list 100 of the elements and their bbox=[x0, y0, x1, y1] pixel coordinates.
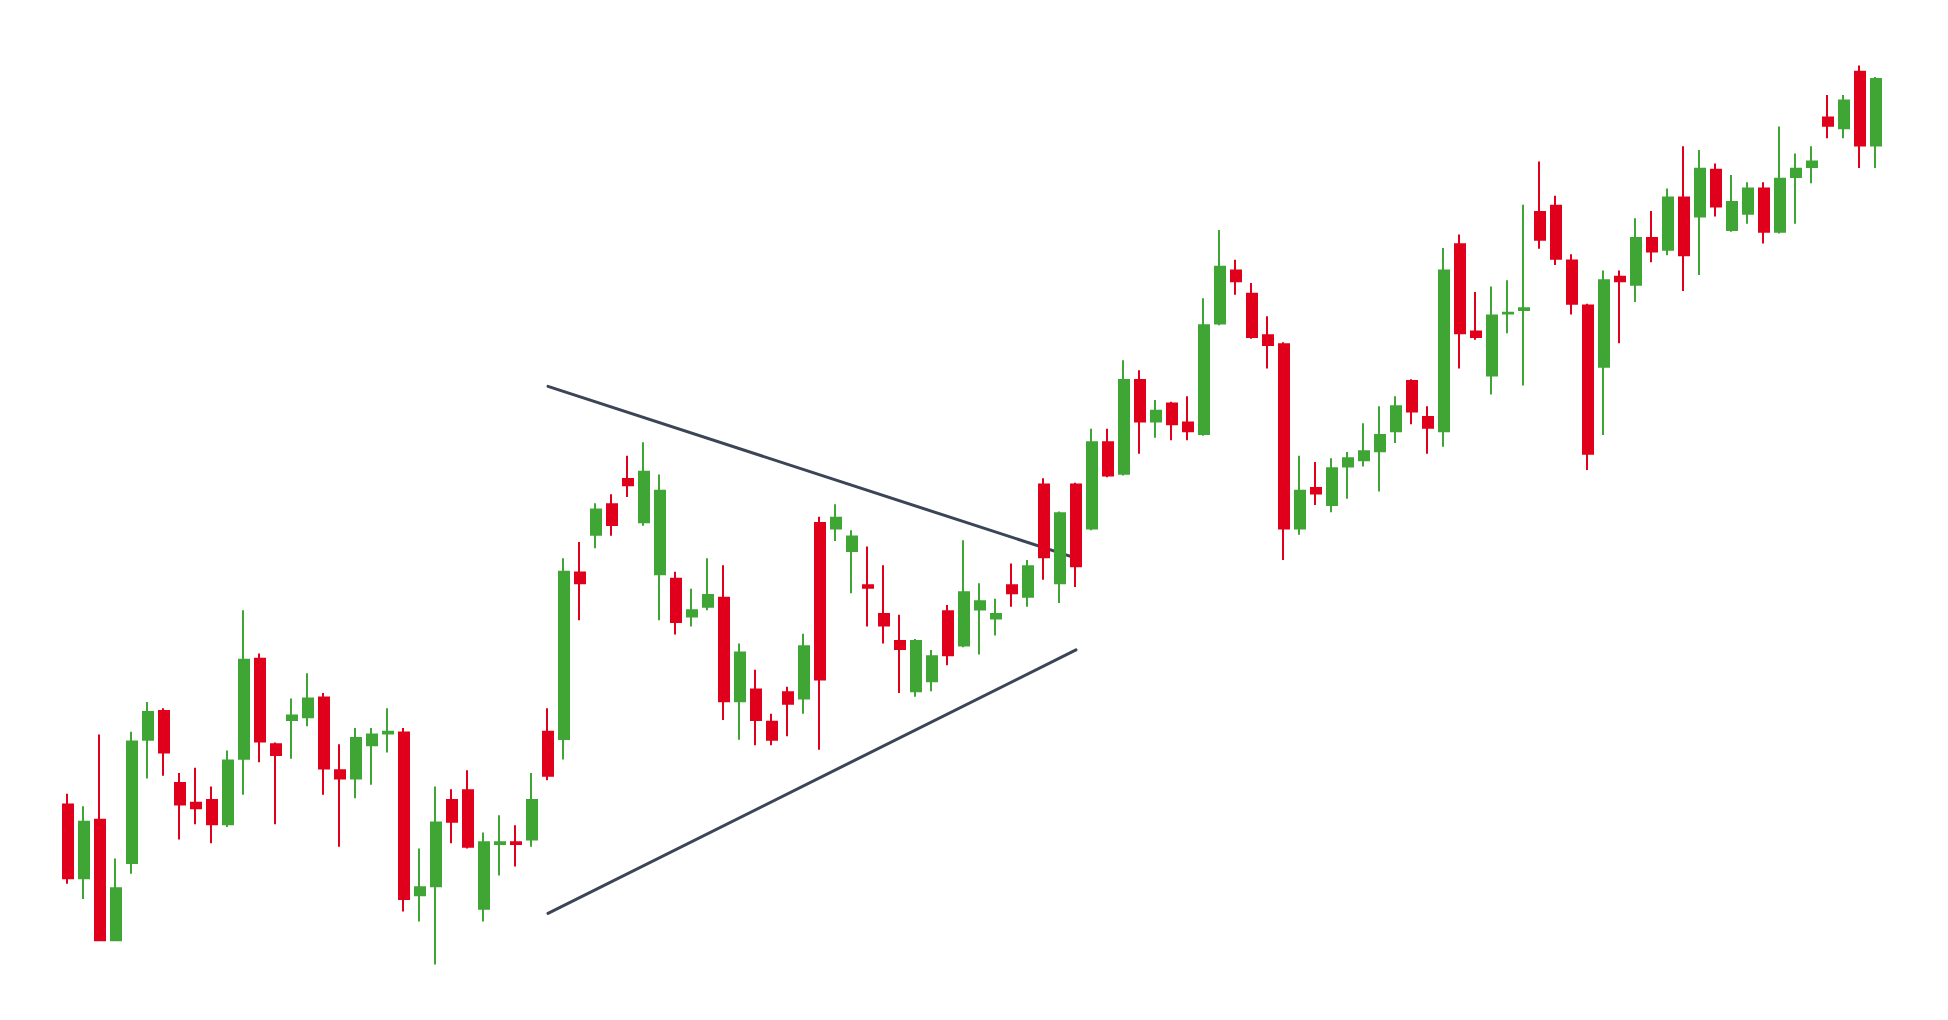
candlestick bbox=[190, 766, 202, 826]
candlestick bbox=[1582, 302, 1594, 472]
candlestick bbox=[1838, 94, 1850, 140]
candlestick bbox=[302, 672, 314, 728]
candlestick bbox=[1870, 76, 1882, 169]
candlestick bbox=[766, 712, 778, 747]
candlestick bbox=[750, 668, 762, 747]
candlestick bbox=[1678, 145, 1690, 293]
candlestick bbox=[1198, 297, 1210, 437]
candlestick bbox=[1646, 210, 1658, 264]
candlestick bbox=[862, 545, 874, 628]
candlestick bbox=[1614, 269, 1626, 345]
candlestick bbox=[494, 814, 506, 877]
candlestick bbox=[1214, 228, 1226, 327]
candlestick bbox=[590, 502, 602, 550]
candlestick bbox=[574, 540, 586, 622]
candlestick bbox=[398, 727, 410, 913]
candlestick bbox=[270, 741, 282, 826]
candlestick bbox=[1854, 64, 1866, 169]
candlestick bbox=[894, 613, 906, 695]
candlestick bbox=[510, 824, 522, 868]
candlestick bbox=[286, 697, 298, 760]
candlestick bbox=[1710, 162, 1722, 218]
candlestick bbox=[1774, 125, 1786, 235]
candlestick bbox=[1134, 369, 1146, 455]
candlestick bbox=[94, 733, 106, 942]
candlestick bbox=[350, 727, 362, 800]
candlestick bbox=[702, 557, 714, 612]
candlestick bbox=[1086, 427, 1098, 532]
candlestick bbox=[1758, 181, 1770, 245]
candlestick bbox=[558, 557, 570, 761]
candlestick bbox=[1806, 145, 1818, 185]
candlestick bbox=[654, 473, 666, 622]
candlestick bbox=[222, 749, 234, 829]
candlestick bbox=[974, 582, 986, 656]
candlestick bbox=[798, 632, 810, 715]
candlestick bbox=[62, 792, 74, 885]
candlestick bbox=[1182, 395, 1194, 442]
candlestick bbox=[1566, 253, 1578, 316]
candlestick bbox=[1534, 160, 1546, 250]
candlestick bbox=[910, 638, 922, 698]
candlestick bbox=[670, 570, 682, 636]
candlestick bbox=[430, 785, 442, 966]
candlestick bbox=[1310, 460, 1322, 507]
candlestick bbox=[1118, 359, 1130, 477]
candlestick bbox=[1326, 457, 1338, 514]
candlestick bbox=[606, 493, 618, 537]
candlestick bbox=[478, 831, 490, 923]
candlestick bbox=[1470, 291, 1482, 341]
candlestick bbox=[1406, 378, 1418, 426]
candlestick bbox=[1422, 405, 1434, 455]
candlestick bbox=[622, 454, 634, 499]
candlestick bbox=[542, 707, 554, 782]
candlestick bbox=[990, 597, 1002, 637]
candlestick bbox=[238, 609, 250, 796]
candlestick bbox=[830, 503, 842, 543]
candlestick bbox=[1726, 174, 1738, 233]
candlestick bbox=[174, 772, 186, 841]
candlestick bbox=[526, 772, 538, 848]
candlestick bbox=[110, 857, 122, 942]
candlestick bbox=[1342, 451, 1354, 500]
candlestick bbox=[958, 539, 970, 649]
candlestick bbox=[1262, 315, 1274, 370]
candlestick bbox=[1102, 427, 1114, 479]
candlestick bbox=[1358, 422, 1370, 468]
candlestick bbox=[638, 441, 650, 527]
candlestick bbox=[126, 730, 138, 875]
candlestick bbox=[1230, 258, 1242, 296]
candlestick bbox=[1390, 395, 1402, 445]
candlestick bbox=[254, 652, 266, 764]
candlestick bbox=[414, 847, 426, 923]
candlestick bbox=[1294, 454, 1306, 536]
candlestick bbox=[158, 707, 170, 777]
candlestick bbox=[1742, 181, 1754, 225]
candlestick bbox=[1790, 152, 1802, 225]
candlestick bbox=[1374, 405, 1386, 493]
candlestick bbox=[78, 805, 90, 900]
candlestick bbox=[1550, 194, 1562, 267]
candlestick bbox=[382, 707, 394, 754]
candlestick bbox=[926, 648, 938, 693]
candlestick bbox=[1150, 398, 1162, 439]
candlestick bbox=[1278, 341, 1290, 561]
candlestick bbox=[1630, 217, 1642, 303]
candlestick bbox=[1694, 148, 1706, 276]
candlestick bbox=[734, 642, 746, 741]
candlestick bbox=[1518, 203, 1530, 387]
candlestick bbox=[1054, 510, 1066, 605]
candlestick bbox=[814, 515, 826, 751]
candlestick bbox=[1822, 94, 1834, 140]
candlestick bbox=[206, 785, 218, 845]
candlestick bbox=[1246, 282, 1258, 340]
candlestick bbox=[1454, 233, 1466, 370]
candlestick bbox=[686, 587, 698, 628]
candlestick bbox=[446, 788, 458, 845]
candlestick bbox=[462, 769, 474, 850]
candlestick bbox=[1486, 285, 1498, 396]
candlestick bbox=[1438, 246, 1450, 448]
candlestick bbox=[1038, 477, 1050, 581]
candlestick bbox=[1598, 269, 1610, 436]
candlestick bbox=[942, 603, 954, 667]
